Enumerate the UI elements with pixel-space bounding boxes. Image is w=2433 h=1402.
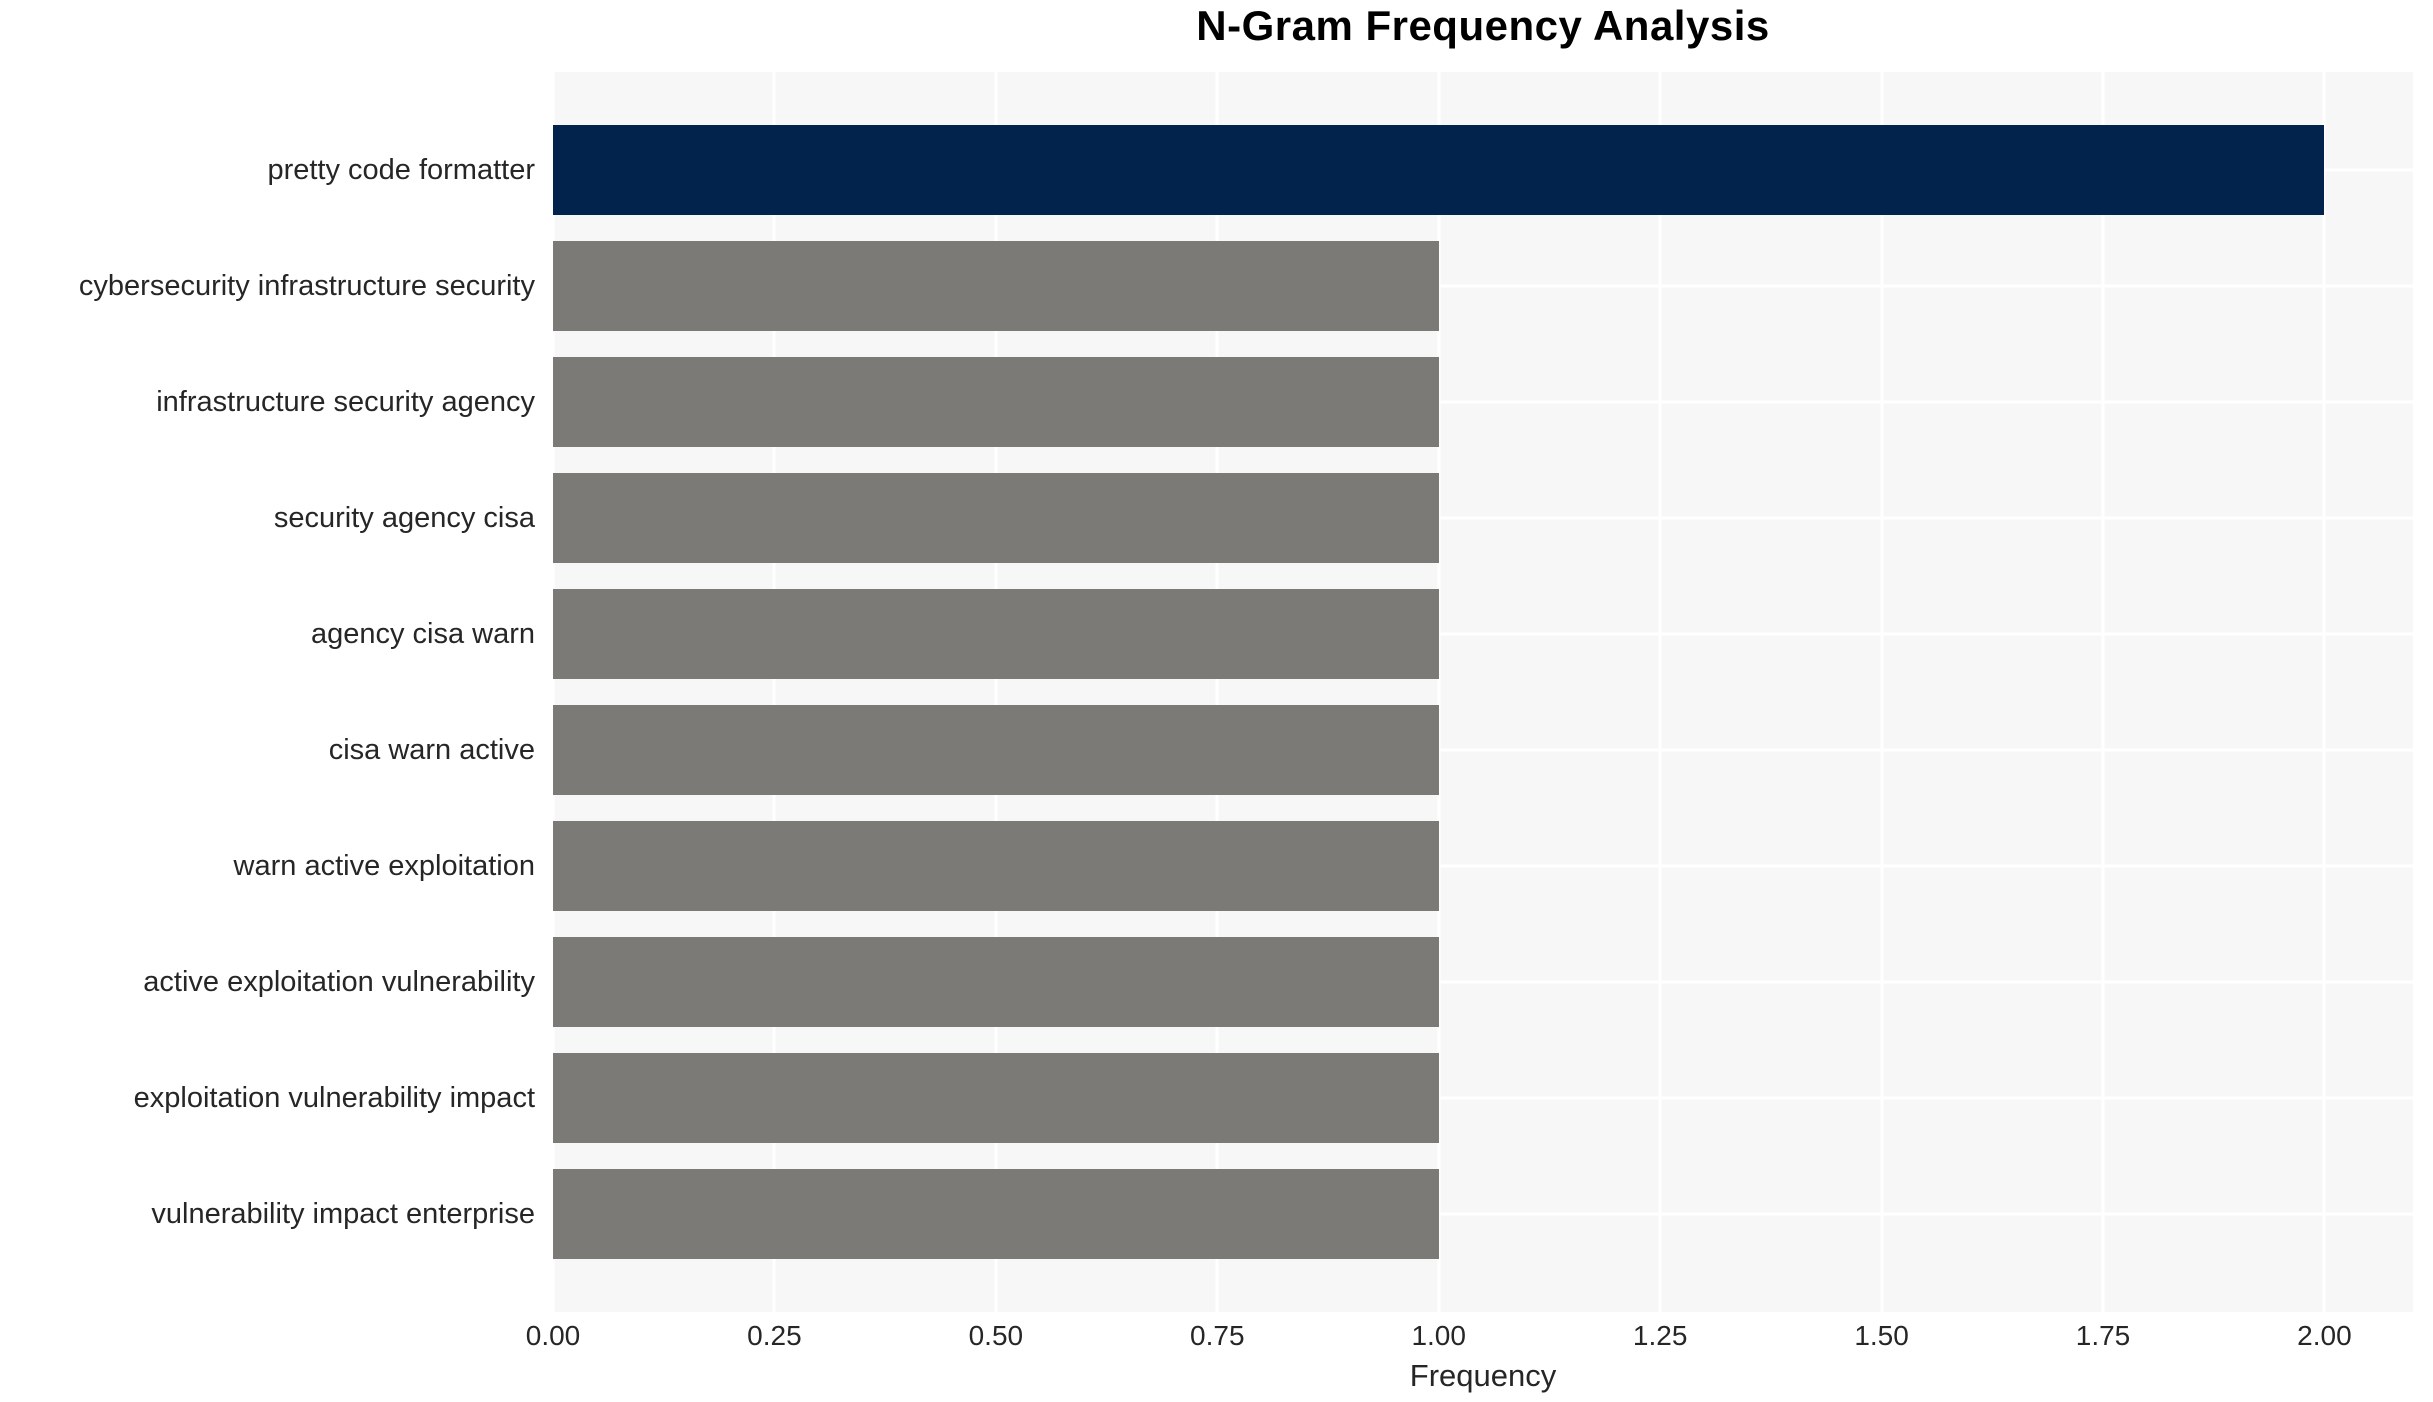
bar	[553, 357, 1439, 447]
bar	[553, 705, 1439, 795]
vertical-gridline	[2101, 72, 2105, 1312]
vertical-gridline	[1215, 72, 1219, 1312]
vertical-gridline	[772, 72, 776, 1312]
vertical-gridline	[994, 72, 998, 1312]
bar-row	[553, 460, 2413, 576]
horizontal-gridline	[553, 1212, 2413, 1216]
x-tick-label: 1.25	[1632, 1320, 1688, 1351]
horizontal-gridline	[553, 748, 2413, 752]
horizontal-gridline	[553, 1096, 2413, 1100]
bar-row	[553, 1040, 2413, 1156]
x-tick-label: 0.75	[1190, 1320, 1245, 1351]
bar	[553, 937, 1439, 1027]
vertical-gridline	[2322, 72, 2326, 1312]
y-axis-labels: pretty code formatter cybersecurity infra…	[0, 72, 553, 1312]
category-label: infrastructure security agency	[156, 385, 535, 418]
category-label: active exploitation vulnerability	[143, 965, 535, 998]
vertical-gridline	[1880, 72, 1884, 1312]
category-label: cybersecurity infrastructure security	[78, 269, 535, 302]
horizontal-gridline	[553, 284, 2413, 288]
bar-row	[553, 112, 2413, 228]
bar	[553, 241, 1439, 331]
category-label: vulnerability impact enterprise	[151, 1197, 535, 1230]
x-tick-label: 1.50	[1854, 1320, 1909, 1351]
category-label: agency cisa warn	[310, 617, 535, 650]
vertical-gridline	[1658, 72, 1662, 1312]
vertical-gridline	[553, 72, 555, 1312]
horizontal-gridline	[553, 400, 2413, 404]
plot-area	[553, 72, 2413, 1312]
vertical-gridline	[1437, 72, 1441, 1312]
bar	[553, 125, 2325, 215]
bar-row	[553, 576, 2413, 692]
x-tick-label: 1.00	[1411, 1320, 1466, 1351]
bar	[553, 589, 1439, 679]
category-label: cisa warn active	[328, 733, 535, 766]
bar	[553, 1053, 1439, 1143]
chart-title: N-Gram Frequency Analysis	[1196, 2, 1770, 49]
x-tick-label: 0.50	[968, 1320, 1024, 1351]
category-label: warn active exploitation	[233, 849, 535, 882]
bar-row	[553, 808, 2413, 924]
category-label: exploitation vulnerability impact	[133, 1081, 535, 1114]
bar-row	[553, 924, 2413, 1040]
category-label: security agency cisa	[273, 501, 535, 534]
horizontal-gridline	[553, 632, 2413, 636]
bar	[553, 473, 1439, 563]
bar	[553, 1169, 1439, 1259]
bar-row	[553, 692, 2413, 808]
horizontal-gridline	[553, 864, 2413, 868]
bar	[553, 821, 1439, 911]
horizontal-gridline	[553, 980, 2413, 984]
bar-row	[553, 1156, 2413, 1272]
x-tick-label: 1.75	[2075, 1320, 2131, 1351]
bar-row	[553, 344, 2413, 460]
horizontal-gridline	[553, 516, 2413, 520]
bar-row	[553, 228, 2413, 344]
x-tick-label: 0.00	[525, 1320, 581, 1351]
x-tick-label: 0.25	[747, 1320, 802, 1351]
chart-body: pretty code formatter cybersecurity infra…	[0, 72, 2413, 1312]
x-axis: 0.00 0.25 0.50 0.75 1.00 1.25 1.50 1.75 2.00	[526, 1320, 2413, 1356]
x-tick-label: 2.00	[2297, 1320, 2352, 1351]
x-axis-label: Frequency	[1409, 1358, 1557, 1393]
category-label: pretty code formatter	[267, 153, 535, 186]
